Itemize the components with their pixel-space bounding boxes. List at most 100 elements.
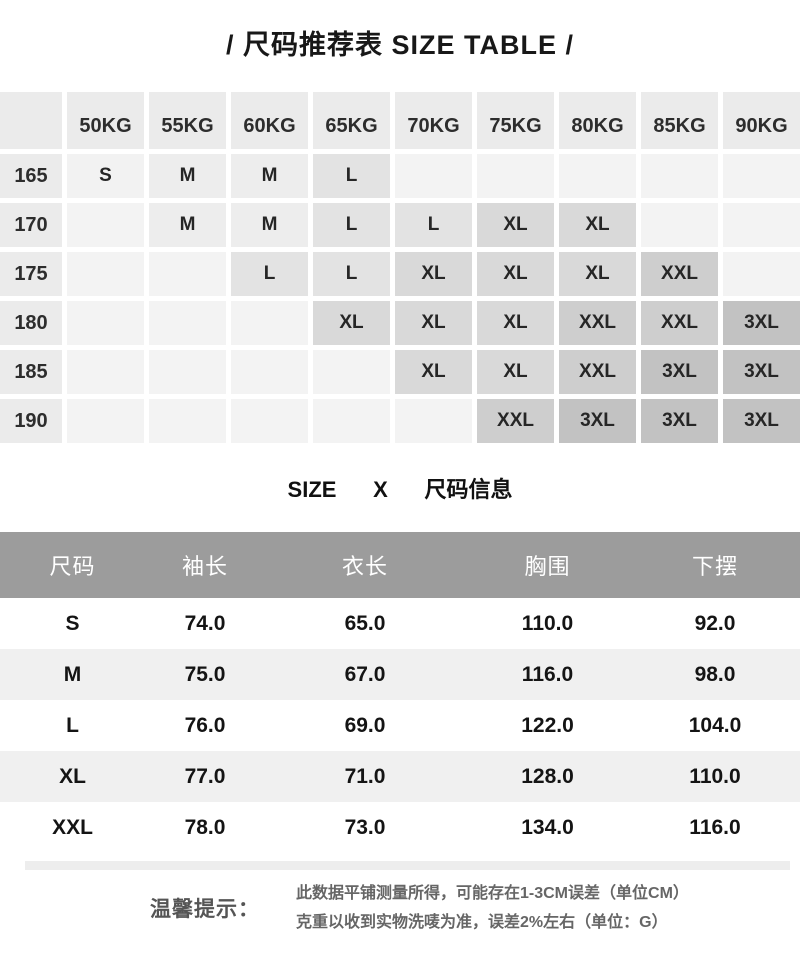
- grid-cell: XL: [559, 203, 636, 247]
- measure-value: 65.0: [344, 611, 386, 635]
- table-row: XL 77.0 71.0 128.0 110.0: [0, 751, 800, 802]
- grid-cell: 3XL: [723, 301, 800, 345]
- measure-value: 116.0: [689, 815, 741, 839]
- grid-cell: XL: [477, 203, 554, 247]
- weight-header: 70KG: [395, 92, 472, 149]
- grid-cell: [723, 154, 800, 198]
- weight-header: 50KG: [67, 92, 144, 149]
- grid-cell: 3XL: [641, 399, 718, 443]
- grid-cell: XXL: [559, 301, 636, 345]
- footer-note-line: 此数据平铺测量所得，可能存在1-3CM误差（单位CM）: [296, 885, 689, 902]
- grid-cell: XL: [395, 350, 472, 394]
- grid-cell: XL: [559, 252, 636, 296]
- grid-cell: M: [231, 203, 308, 247]
- grid-cell: [723, 252, 800, 296]
- grid-cell: [313, 399, 390, 443]
- grid-cell: [723, 203, 800, 247]
- grid-cell: 3XL: [723, 350, 800, 394]
- measure-value: 98.0: [694, 662, 736, 686]
- grid-cell: XXL: [477, 399, 554, 443]
- column-header-hem: 下摆: [691, 554, 738, 579]
- grid-cell: [67, 203, 144, 247]
- page-title: / 尺码推荐表 SIZE TABLE /: [225, 30, 574, 60]
- size-info-subtitle: SIZE X 尺码信息: [287, 477, 513, 502]
- measure-value: 110.0: [521, 611, 574, 635]
- grid-cell: XL: [313, 301, 390, 345]
- measure-value: 77.0: [184, 764, 226, 788]
- measure-value: 78.0: [184, 815, 226, 839]
- grid-cell: [395, 399, 472, 443]
- grid-cell: [313, 350, 390, 394]
- grid-cell: 3XL: [641, 350, 718, 394]
- grid-cell: XL: [395, 252, 472, 296]
- column-header-length: 衣长: [341, 554, 388, 579]
- measure-value: 92.0: [694, 611, 736, 635]
- grid-cell: [477, 154, 554, 198]
- grid-cell: L: [231, 252, 308, 296]
- height-label: 165: [0, 154, 62, 198]
- grid-cell: L: [313, 203, 390, 247]
- measure-value: 122.0: [521, 713, 574, 737]
- height-label: 190: [0, 399, 62, 443]
- footer-notes: 此数据平铺测量所得，可能存在1-3CM误差（单位CM） 克重以收到实物洗唛为准，…: [296, 879, 689, 937]
- footer-note-line: 克重以收到实物洗唛为准，误差2%左右（单位：G）: [296, 914, 668, 931]
- cropped-next-row-hint: [25, 861, 790, 870]
- table-row: L 76.0 69.0 122.0 104.0: [0, 700, 800, 751]
- column-header-bust: 胸围: [524, 554, 571, 579]
- measure-value: 73.0: [344, 815, 386, 839]
- grid-cell: XL: [395, 301, 472, 345]
- grid-cell: XXL: [641, 301, 718, 345]
- size-label: XXL: [52, 815, 93, 839]
- corner-cell: [0, 92, 62, 149]
- footer-label: 温馨提示：: [150, 898, 260, 921]
- grid-cell: L: [395, 203, 472, 247]
- height-label: 170: [0, 203, 62, 247]
- grid-cell: [149, 399, 226, 443]
- grid-cell: [67, 350, 144, 394]
- measure-value: 75.0: [184, 662, 226, 686]
- grid-cell: [641, 154, 718, 198]
- grid-cell: [231, 301, 308, 345]
- measure-value: 74.0: [184, 611, 226, 635]
- grid-cell: XL: [477, 350, 554, 394]
- table-row: XXL 78.0 73.0 134.0 116.0: [0, 802, 800, 853]
- size-recommendation-grid: 50KG 55KG 60KG 65KG 70KG 75KG 80KG 85KG …: [0, 92, 800, 443]
- measure-value: 71.0: [344, 764, 386, 788]
- weight-header: 90KG: [723, 92, 800, 149]
- grid-cell: [559, 154, 636, 198]
- measure-value: 110.0: [689, 764, 741, 788]
- grid-cell: L: [313, 252, 390, 296]
- grid-cell: [231, 350, 308, 394]
- table-row: S 74.0 65.0 110.0 92.0: [0, 598, 800, 649]
- weight-header: 60KG: [231, 92, 308, 149]
- measure-value: 76.0: [184, 713, 226, 737]
- grid-cell: 3XL: [559, 399, 636, 443]
- grid-cell: [67, 252, 144, 296]
- measure-value: 69.0: [344, 713, 386, 737]
- measurement-header-row: 尺码 袖长 衣长 胸围 下摆: [0, 532, 800, 598]
- grid-cell: XXL: [559, 350, 636, 394]
- measure-value: 128.0: [521, 764, 574, 788]
- size-label: M: [63, 662, 82, 686]
- size-chart-page: / 尺码推荐表 SIZE TABLE / 50KG 55KG 60KG 65KG…: [0, 28, 800, 937]
- weight-header: 75KG: [477, 92, 554, 149]
- grid-cell: M: [231, 154, 308, 198]
- size-label: L: [66, 713, 79, 737]
- size-label: S: [65, 611, 80, 635]
- grid-cell: XXL: [641, 252, 718, 296]
- grid-cell: [149, 350, 226, 394]
- grid-cell: L: [313, 154, 390, 198]
- column-header-size: 尺码: [49, 554, 96, 579]
- column-header-sleeve: 袖长: [181, 554, 228, 579]
- size-label: XL: [59, 764, 86, 788]
- measure-value: 134.0: [521, 815, 574, 839]
- height-label: 175: [0, 252, 62, 296]
- measure-value: 67.0: [344, 662, 386, 686]
- measure-value: 104.0: [688, 713, 742, 737]
- grid-cell: S: [67, 154, 144, 198]
- grid-cell: [149, 252, 226, 296]
- weight-header: 65KG: [313, 92, 390, 149]
- grid-cell: [67, 301, 144, 345]
- weight-header: 85KG: [641, 92, 718, 149]
- grid-cell: 3XL: [723, 399, 800, 443]
